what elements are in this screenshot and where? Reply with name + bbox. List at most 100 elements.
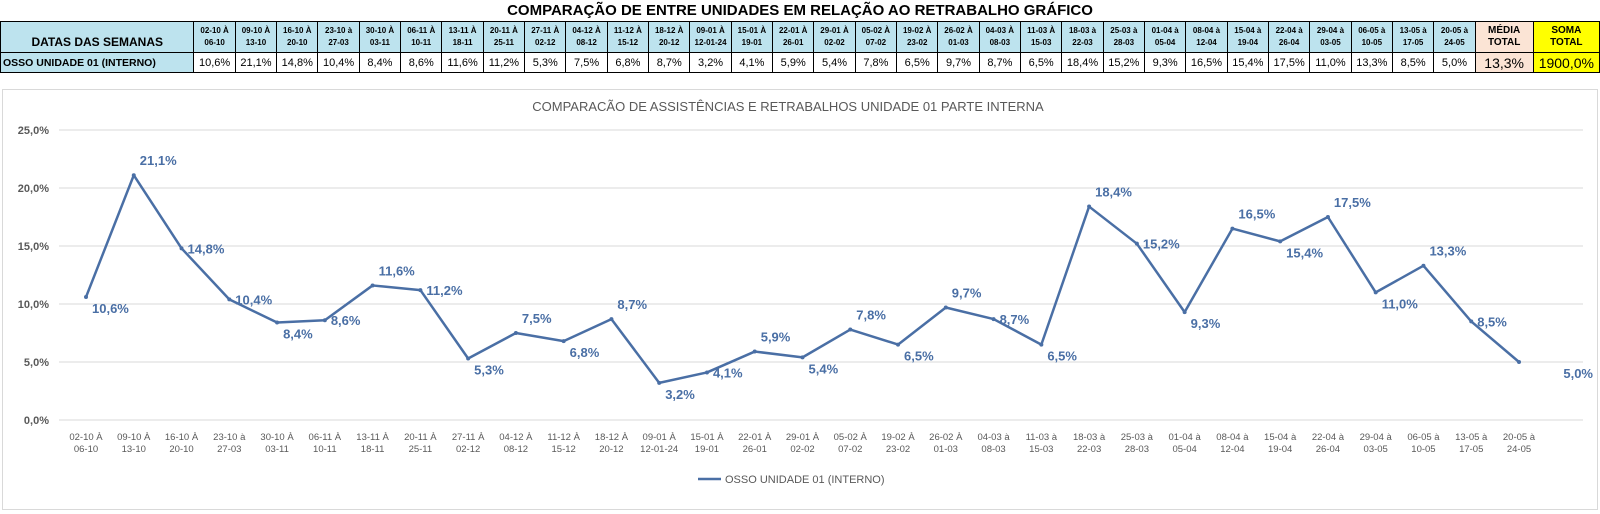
week-value-cell[interactable]: 6,5%	[1020, 52, 1063, 73]
data-point[interactable]	[418, 288, 423, 293]
week-value-cell[interactable]: 15,4%	[1226, 52, 1269, 73]
data-point[interactable]	[1469, 319, 1474, 324]
week-value-cell[interactable]: 9,7%	[937, 52, 980, 73]
sum-header-cell[interactable]: SOMA TOTAL	[1532, 21, 1600, 53]
week-header-cell[interactable]: 04-03 À 08-03	[978, 21, 1022, 53]
data-point[interactable]	[609, 317, 614, 322]
data-point[interactable]	[227, 297, 232, 302]
week-header-cell[interactable]: 06-05 à 10-05	[1350, 21, 1393, 53]
week-value-cell[interactable]: 18,4%	[1061, 52, 1104, 73]
data-point[interactable]	[179, 246, 184, 251]
week-value-cell[interactable]: 8,4%	[358, 52, 402, 73]
data-point[interactable]	[561, 339, 566, 344]
week-value-cell[interactable]: 8,6%	[400, 52, 443, 73]
week-value-cell[interactable]: 8,7%	[648, 52, 691, 73]
week-header-cell[interactable]: 01-04 à 05-04	[1143, 21, 1187, 53]
week-header-cell[interactable]: 18-12 À 20-12	[648, 21, 691, 53]
week-header-cell[interactable]: 26-02 À 01-03	[937, 21, 980, 53]
week-header-cell[interactable]: 05-02 À 07-02	[854, 21, 898, 53]
week-value-cell[interactable]: 10,6%	[193, 52, 236, 73]
data-point[interactable]	[1134, 241, 1139, 246]
week-header-cell[interactable]: 20-05 à 24-05	[1433, 21, 1476, 53]
week-value-cell[interactable]: 5,4%	[813, 52, 856, 73]
legend[interactable]: OSSO UNIDADE 01 (INTERNO)	[698, 474, 885, 486]
week-value-cell[interactable]: 8,7%	[978, 52, 1022, 73]
week-header-cell[interactable]: 22-01 À 26-01	[772, 21, 815, 53]
week-header-cell[interactable]: 11-03 À 15-03	[1020, 21, 1063, 53]
week-value-cell[interactable]: 7,5%	[565, 52, 608, 73]
week-value-cell[interactable]: 21,1%	[234, 52, 278, 73]
week-value-cell[interactable]: 11,6%	[441, 52, 484, 73]
week-header-cell[interactable]: 04-12 À 08-12	[565, 21, 608, 53]
data-point[interactable]	[1517, 360, 1521, 364]
data-point[interactable]	[704, 370, 709, 375]
data-point[interactable]	[1087, 204, 1092, 209]
average-value-cell[interactable]: 13,3%	[1474, 52, 1534, 73]
chart-area[interactable]: COMPARACÃO DE ASSISTÊNCIAS E RETRABALHOS…	[2, 89, 1598, 510]
data-point[interactable]	[943, 305, 948, 310]
week-value-cell[interactable]: 13,3%	[1350, 52, 1393, 73]
week-header-cell[interactable]: 13-11 À 18-11	[441, 21, 484, 53]
week-value-cell[interactable]: 9,3%	[1143, 52, 1187, 73]
week-header-cell[interactable]: 19-02 À 23-02	[896, 21, 939, 53]
week-value-cell[interactable]: 3,2%	[689, 52, 732, 73]
week-header-cell[interactable]: 23-10 à 27-03	[317, 21, 360, 53]
week-value-cell[interactable]: 8,5%	[1391, 52, 1435, 73]
data-point[interactable]	[991, 317, 996, 322]
week-header-cell[interactable]: 09-01 À 12-01-24	[689, 21, 732, 53]
week-header-cell[interactable]: 27-11 À 02-12	[524, 21, 567, 53]
series-line[interactable]	[84, 173, 1520, 385]
week-value-cell[interactable]: 7,8%	[854, 52, 898, 73]
data-point[interactable]	[1325, 215, 1330, 219]
data-point[interactable]	[466, 356, 471, 361]
data-point[interactable]	[1421, 263, 1426, 268]
week-header-cell[interactable]: 29-01 À 02-02	[813, 21, 856, 53]
sum-value-cell[interactable]: 1900,0%	[1532, 52, 1600, 73]
data-point[interactable]	[1373, 290, 1378, 295]
week-header-cell[interactable]: 25-03 à 28-03	[1102, 21, 1146, 53]
week-header-cell[interactable]: 18-03 à 22-03	[1061, 21, 1104, 53]
header-label-cell[interactable]: DATAS DAS SEMANAS	[0, 21, 195, 53]
week-value-cell[interactable]: 11,0%	[1309, 52, 1352, 73]
data-point[interactable]	[84, 295, 88, 300]
week-value-cell[interactable]: 17,5%	[1267, 52, 1311, 73]
data-point[interactable]	[1230, 226, 1235, 231]
data-point[interactable]	[800, 355, 805, 360]
week-header-cell[interactable]: 09-10 À 13-10	[234, 21, 278, 53]
week-value-cell[interactable]: 5,3%	[524, 52, 567, 73]
week-header-cell[interactable]: 22-04 à 26-04	[1267, 21, 1311, 53]
row-label-cell[interactable]: OSSO UNIDADE 01 (INTERNO)	[0, 52, 195, 73]
week-value-cell[interactable]: 5,9%	[772, 52, 815, 73]
data-point[interactable]	[513, 331, 518, 335]
week-value-cell[interactable]: 11,2%	[482, 52, 526, 73]
week-header-cell[interactable]: 11-12 À 15-12	[606, 21, 650, 53]
week-value-cell[interactable]: 16,5%	[1185, 52, 1228, 73]
data-point[interactable]	[322, 318, 327, 323]
week-header-cell[interactable]: 29-04 à 03-05	[1309, 21, 1352, 53]
week-header-cell[interactable]: 15-04 à 19-04	[1226, 21, 1269, 53]
week-value-cell[interactable]: 14,8%	[276, 52, 319, 73]
week-value-cell[interactable]: 5,0%	[1433, 52, 1476, 73]
average-header-cell[interactable]: MÉDIA TOTAL	[1474, 21, 1534, 53]
week-value-cell[interactable]: 6,8%	[606, 52, 650, 73]
week-value-cell[interactable]: 4,1%	[730, 52, 774, 73]
week-header-cell[interactable]: 16-10 À 20-10	[276, 21, 319, 53]
week-header-cell[interactable]: 02-10 À 06-10	[193, 21, 236, 53]
data-point[interactable]	[275, 320, 280, 325]
data-point[interactable]	[131, 173, 136, 178]
week-value-cell[interactable]: 15,2%	[1102, 52, 1146, 73]
week-header-cell[interactable]: 30-10 À 03-11	[358, 21, 402, 53]
week-header-cell[interactable]: 15-01 À 19-01	[730, 21, 774, 53]
data-point[interactable]	[1278, 239, 1283, 244]
week-header-cell[interactable]: 20-11 À 25-11	[482, 21, 526, 53]
data-point[interactable]	[1039, 342, 1044, 347]
week-header-cell[interactable]: 08-04 à 12-04	[1185, 21, 1228, 53]
data-point[interactable]	[752, 349, 757, 354]
data-point[interactable]	[657, 380, 662, 385]
data-point[interactable]	[848, 327, 853, 332]
data-point[interactable]	[1182, 310, 1187, 315]
week-header-cell[interactable]: 06-11 À 10-11	[400, 21, 443, 53]
data-point[interactable]	[896, 342, 901, 347]
week-value-cell[interactable]: 10,4%	[317, 52, 360, 73]
week-value-cell[interactable]: 6,5%	[896, 52, 939, 73]
